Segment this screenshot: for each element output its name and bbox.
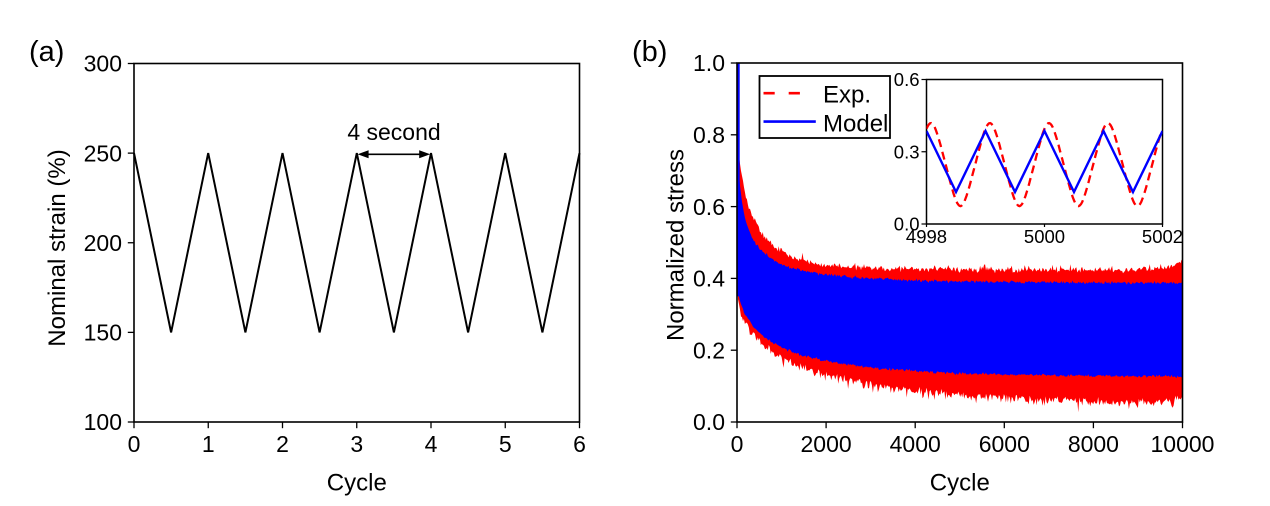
svg-text:0.0: 0.0	[693, 409, 725, 435]
svg-text:Nominal strain (%): Nominal strain (%)	[44, 149, 71, 346]
svg-text:Model: Model	[823, 111, 888, 138]
svg-text:2: 2	[276, 431, 289, 457]
svg-text:0.8: 0.8	[693, 122, 725, 148]
svg-text:10000: 10000	[1151, 431, 1215, 457]
svg-text:Normalized stress: Normalized stress	[663, 149, 690, 341]
svg-text:0.4: 0.4	[693, 266, 725, 292]
svg-text:4: 4	[425, 431, 438, 457]
svg-text:6000: 6000	[979, 431, 1030, 457]
svg-text:4998: 4998	[906, 226, 947, 247]
svg-text:Cycle: Cycle	[327, 470, 387, 497]
svg-text:0.3: 0.3	[894, 141, 920, 162]
svg-text:5: 5	[499, 431, 512, 457]
svg-text:300: 300	[84, 51, 122, 77]
svg-text:3: 3	[350, 431, 363, 457]
svg-text:2000: 2000	[801, 431, 852, 457]
svg-text:1.0: 1.0	[693, 50, 725, 76]
svg-text:4 second: 4 second	[347, 119, 440, 145]
svg-text:5000: 5000	[1024, 226, 1065, 247]
svg-text:0.0: 0.0	[894, 214, 920, 235]
svg-text:Exp.: Exp.	[823, 82, 871, 109]
svg-text:0.6: 0.6	[894, 69, 920, 90]
svg-text:0: 0	[128, 431, 141, 457]
svg-text:5002: 5002	[1142, 226, 1183, 247]
svg-text:0: 0	[731, 431, 744, 457]
svg-text:6: 6	[573, 431, 586, 457]
svg-text:8000: 8000	[1068, 431, 1119, 457]
svg-text:4000: 4000	[890, 431, 941, 457]
svg-text:250: 250	[84, 140, 122, 166]
svg-text:Cycle: Cycle	[930, 470, 990, 497]
svg-text:200: 200	[84, 230, 122, 256]
svg-text:100: 100	[84, 409, 122, 435]
svg-text:1: 1	[202, 431, 215, 457]
svg-text:(a): (a)	[29, 36, 64, 68]
svg-text:0.6: 0.6	[693, 194, 725, 220]
svg-text:(b): (b)	[632, 36, 667, 68]
svg-text:150: 150	[84, 320, 122, 346]
svg-text:0.2: 0.2	[693, 337, 725, 363]
